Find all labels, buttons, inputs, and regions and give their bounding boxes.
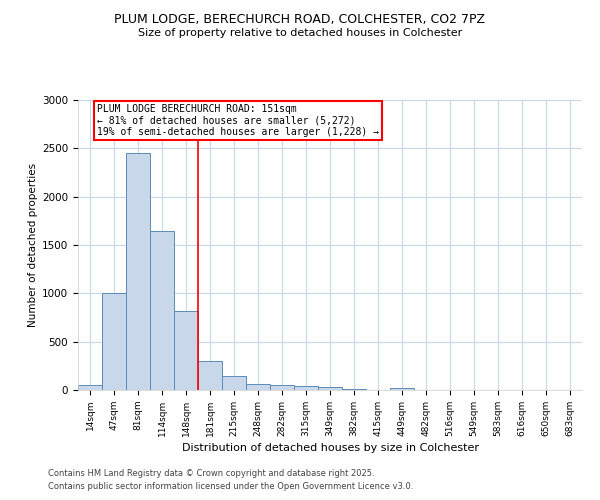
Text: PLUM LODGE, BERECHURCH ROAD, COLCHESTER, CO2 7PZ: PLUM LODGE, BERECHURCH ROAD, COLCHESTER,… xyxy=(115,12,485,26)
Bar xyxy=(318,387,342,390)
Bar xyxy=(390,388,414,390)
Bar xyxy=(150,230,174,390)
Bar xyxy=(246,384,270,390)
Text: PLUM LODGE BERECHURCH ROAD: 151sqm
← 81% of detached houses are smaller (5,272)
: PLUM LODGE BERECHURCH ROAD: 151sqm ← 81%… xyxy=(97,104,379,137)
Bar xyxy=(198,361,222,390)
Bar xyxy=(342,388,366,390)
Bar xyxy=(270,384,294,390)
Bar xyxy=(126,153,150,390)
Bar xyxy=(294,386,318,390)
Text: Contains HM Land Registry data © Crown copyright and database right 2025.: Contains HM Land Registry data © Crown c… xyxy=(48,468,374,477)
Text: Contains public sector information licensed under the Open Government Licence v3: Contains public sector information licen… xyxy=(48,482,413,491)
X-axis label: Distribution of detached houses by size in Colchester: Distribution of detached houses by size … xyxy=(182,443,479,453)
Text: Size of property relative to detached houses in Colchester: Size of property relative to detached ho… xyxy=(138,28,462,38)
Y-axis label: Number of detached properties: Number of detached properties xyxy=(28,163,38,327)
Bar xyxy=(222,376,246,390)
Bar xyxy=(102,294,126,390)
Bar xyxy=(174,310,198,390)
Bar xyxy=(78,385,102,390)
